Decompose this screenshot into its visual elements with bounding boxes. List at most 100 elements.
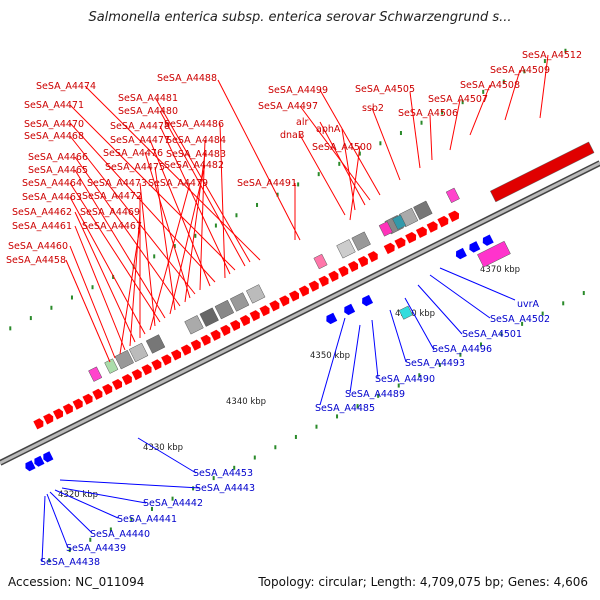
reverse-gene-label[interactable]: SeSA_A4496	[432, 344, 492, 355]
forward-gene-label[interactable]: SeSA_A4461	[12, 221, 72, 232]
reverse-gene-label[interactable]: SeSA_A4485	[315, 403, 375, 414]
reverse-gene[interactable]	[43, 451, 54, 463]
forward-gene[interactable]	[338, 265, 349, 277]
forward-gene-label[interactable]: SeSA_A4505	[355, 84, 415, 95]
forward-gene-label[interactable]: SeSA_A4472	[82, 191, 142, 202]
pseudogene-block[interactable]	[199, 307, 219, 327]
forward-gene-label[interactable]: alr	[296, 117, 308, 128]
reverse-gene[interactable]	[455, 247, 467, 260]
pseudogene-block[interactable]	[413, 200, 433, 221]
reverse-gene[interactable]	[34, 455, 45, 467]
forward-gene[interactable]	[190, 339, 201, 351]
forward-gene-label[interactable]: SeSA_A4484	[166, 135, 226, 146]
reverse-gene-label[interactable]: uvrA	[517, 299, 540, 310]
forward-gene-label[interactable]: SeSA_A4464	[22, 178, 82, 189]
forward-gene[interactable]	[161, 354, 172, 366]
forward-gene[interactable]	[200, 334, 211, 346]
pseudogene-block[interactable]	[245, 284, 266, 304]
forward-gene-label[interactable]: SeSA_A4478	[110, 121, 170, 132]
reverse-gene-label[interactable]: SeSA_A4501	[462, 329, 522, 340]
forward-gene[interactable]	[269, 300, 280, 312]
pseudogene-block[interactable]	[128, 342, 149, 363]
forward-gene-label[interactable]: SeSA_A4475	[105, 162, 165, 173]
forward-gene-label[interactable]: SeSA_A4476	[103, 148, 163, 159]
forward-gene-label[interactable]: SeSA_A4473	[87, 178, 147, 189]
forward-gene-label[interactable]: SeSA_A4480	[118, 106, 178, 117]
forward-gene[interactable]	[448, 210, 460, 222]
forward-gene[interactable]	[394, 237, 406, 249]
reverse-gene-label[interactable]: SeSA_A4443	[195, 483, 255, 494]
forward-gene-label[interactable]: SeSA_A4491	[237, 178, 297, 189]
reverse-gene-label[interactable]: SeSA_A4493	[405, 358, 465, 369]
forward-gene[interactable]	[111, 378, 123, 391]
forward-gene-label[interactable]: SeSA_A4500	[312, 142, 372, 153]
forward-gene[interactable]	[170, 349, 182, 361]
forward-gene[interactable]	[220, 324, 231, 336]
rna-feature[interactable]	[445, 187, 460, 204]
forward-gene[interactable]	[298, 285, 309, 297]
pseudogene-block[interactable]	[351, 231, 371, 251]
reverse-gene-label[interactable]: SeSA_A4489	[345, 389, 405, 400]
reverse-gene[interactable]	[482, 234, 494, 246]
pseudogene-block[interactable]	[145, 334, 166, 354]
rna-feature[interactable]	[392, 214, 407, 230]
forward-gene-label[interactable]: SeSA_A4463	[22, 192, 82, 203]
forward-gene[interactable]	[121, 374, 132, 386]
pseudogene-block[interactable]	[184, 315, 204, 335]
forward-gene[interactable]	[279, 295, 290, 307]
forward-gene-label[interactable]: SeSA_A4460	[8, 241, 68, 252]
forward-gene-label[interactable]: SeSA_A4483	[166, 149, 226, 160]
forward-gene-label[interactable]: SeSA_A4465	[28, 165, 88, 176]
forward-gene-label[interactable]: SeSA_A4481	[118, 93, 178, 104]
reverse-gene[interactable]	[326, 312, 338, 325]
rna-feature[interactable]	[104, 358, 119, 374]
forward-gene-label[interactable]: SeSA_A4468	[24, 131, 84, 142]
forward-gene-label[interactable]: SeSA_A4506	[398, 108, 458, 119]
forward-gene[interactable]	[259, 305, 270, 317]
forward-gene-label[interactable]: ssb2	[362, 103, 384, 114]
pseudogene-block[interactable]	[214, 299, 235, 320]
large-forward-gene[interactable]	[490, 141, 595, 203]
forward-gene[interactable]	[328, 270, 339, 282]
forward-gene-label[interactable]: dnaB	[280, 130, 304, 141]
reverse-gene[interactable]	[344, 303, 356, 316]
forward-gene-label[interactable]: SeSA_A4507	[428, 94, 488, 105]
forward-gene[interactable]	[405, 232, 417, 244]
reverse-gene-label[interactable]: SeSA_A4490	[375, 374, 435, 385]
forward-gene[interactable]	[308, 280, 319, 292]
rna-feature[interactable]	[477, 240, 511, 268]
pseudogene-block[interactable]	[114, 349, 134, 370]
reverse-gene-label[interactable]: SeSA_A4453	[193, 468, 253, 479]
reverse-gene-label[interactable]: SeSA_A4442	[143, 498, 203, 509]
reverse-gene-label[interactable]: SeSA_A4440	[90, 529, 150, 540]
forward-gene[interactable]	[131, 369, 142, 381]
forward-gene-label[interactable]: SeSA_A4470	[24, 119, 84, 130]
forward-gene-label[interactable]: SeSA_A4469	[80, 207, 140, 218]
forward-gene-label[interactable]: SeSA_A4458	[6, 255, 66, 266]
forward-gene-label[interactable]: SeSA_A4466	[28, 152, 88, 163]
forward-gene[interactable]	[102, 383, 113, 395]
forward-gene[interactable]	[249, 310, 260, 322]
forward-gene[interactable]	[33, 418, 44, 430]
forward-gene[interactable]	[357, 256, 368, 268]
pseudogene-block[interactable]	[229, 292, 250, 312]
reverse-gene-label[interactable]: SeSA_A4438	[40, 557, 100, 568]
forward-gene[interactable]	[426, 221, 438, 233]
forward-gene[interactable]	[151, 359, 162, 371]
forward-gene[interactable]	[415, 226, 427, 239]
forward-gene-label[interactable]: SeSA_A4509	[490, 65, 550, 76]
forward-gene[interactable]	[43, 413, 54, 425]
forward-gene-label[interactable]: SeSA_A4462	[12, 207, 72, 218]
forward-gene[interactable]	[288, 290, 300, 302]
forward-gene-label[interactable]: SeSA_A4488	[157, 73, 217, 84]
reverse-gene[interactable]	[25, 460, 36, 472]
forward-gene-label[interactable]: SeSA_A4471	[24, 100, 84, 111]
forward-gene-label[interactable]: SeSA_A4508	[460, 80, 520, 91]
forward-gene[interactable]	[82, 393, 93, 405]
forward-gene-label[interactable]: SeSA_A4486	[164, 119, 224, 130]
rna-feature[interactable]	[313, 253, 328, 270]
reverse-gene-label[interactable]: SeSA_A4439	[66, 543, 126, 554]
forward-gene[interactable]	[383, 242, 395, 255]
forward-gene[interactable]	[52, 408, 64, 420]
